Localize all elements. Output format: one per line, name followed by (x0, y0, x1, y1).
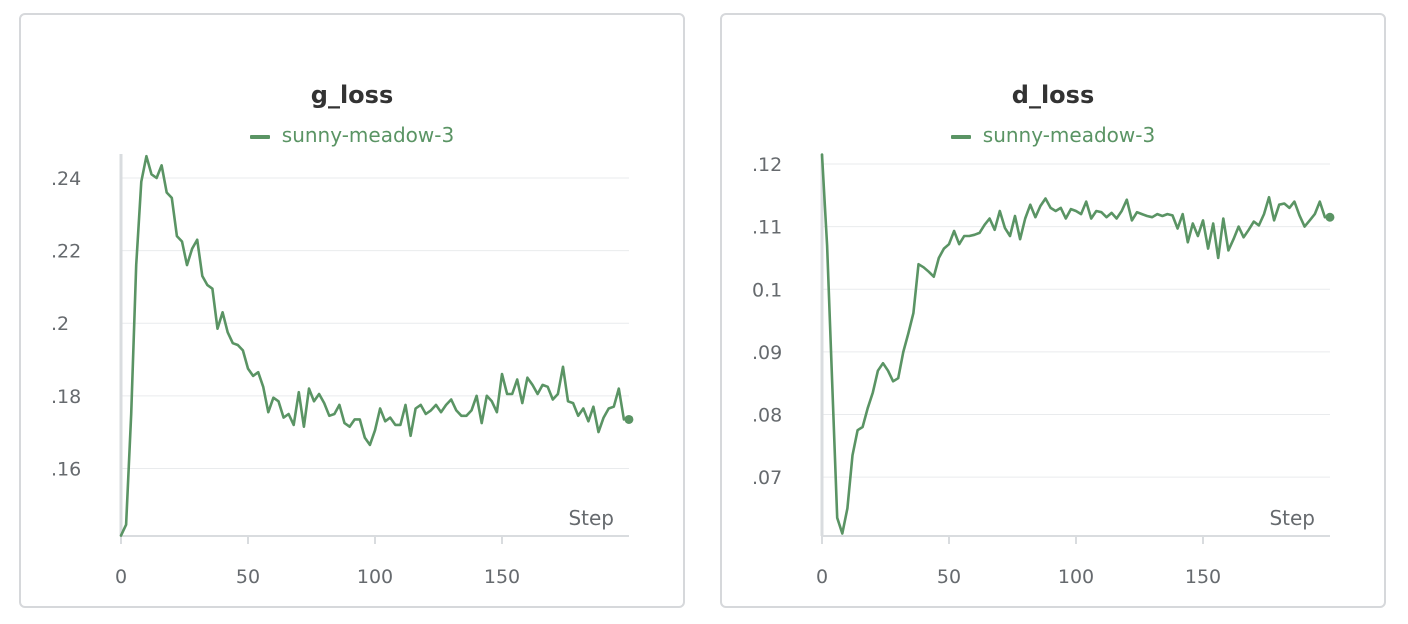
x-tick-label: 150 (484, 566, 520, 588)
x-tick-label: 50 (236, 566, 260, 588)
y-tick-label: .16 (51, 458, 81, 480)
g-loss-chart[interactable]: .16 .18 .2 .22 .24 0 50 100 150 Step (21, 15, 687, 610)
legend[interactable]: sunny-meadow-3 (21, 123, 683, 147)
last-point-marker (1325, 212, 1335, 222)
legend-label: sunny-meadow-3 (281, 123, 455, 147)
chart-title: d_loss (1011, 81, 1095, 109)
series-line (119, 154, 626, 537)
x-tick-label: 100 (357, 566, 393, 588)
d-loss-chart[interactable]: .07 .08 .09 0.1 .11 .12 0 50 100 150 Step (722, 15, 1388, 610)
last-point-marker (624, 414, 634, 424)
y-tick-label: 0.1 (752, 279, 782, 301)
x-tick-label: 50 (937, 566, 961, 588)
x-tick-label: 150 (1185, 566, 1221, 588)
y-tick-label: .24 (51, 168, 81, 190)
chart-title: g_loss (310, 81, 394, 109)
x-tick-label: 0 (115, 566, 127, 588)
x-tick-label: 0 (816, 566, 828, 588)
y-tick-label: .2 (51, 313, 69, 335)
x-axis-label: Step (1269, 506, 1315, 530)
legend-swatch (950, 134, 971, 139)
y-tick-label: .12 (752, 154, 782, 176)
x-tick-label: 100 (1058, 566, 1094, 588)
y-tick-label: .11 (752, 217, 782, 239)
y-tick-label: .07 (752, 467, 782, 489)
d-loss-panel: d_loss sunny-meadow-3 .07 .08 .09 0.1 .11 .12… (720, 13, 1386, 608)
y-tick-label: .22 (51, 241, 81, 263)
y-tick-label: .08 (752, 405, 782, 427)
y-tick-label: .09 (752, 342, 782, 364)
legend[interactable]: sunny-meadow-3 (722, 123, 1384, 147)
legend-label: sunny-meadow-3 (982, 123, 1156, 147)
x-axis-label: Step (568, 506, 614, 530)
legend-swatch (249, 134, 270, 139)
series-line (820, 153, 1327, 535)
y-tick-label: .18 (51, 386, 81, 408)
g-loss-panel: g_loss sunny-meadow-3 .16 .18 .2 .22 .24 0 50 1… (19, 13, 685, 608)
